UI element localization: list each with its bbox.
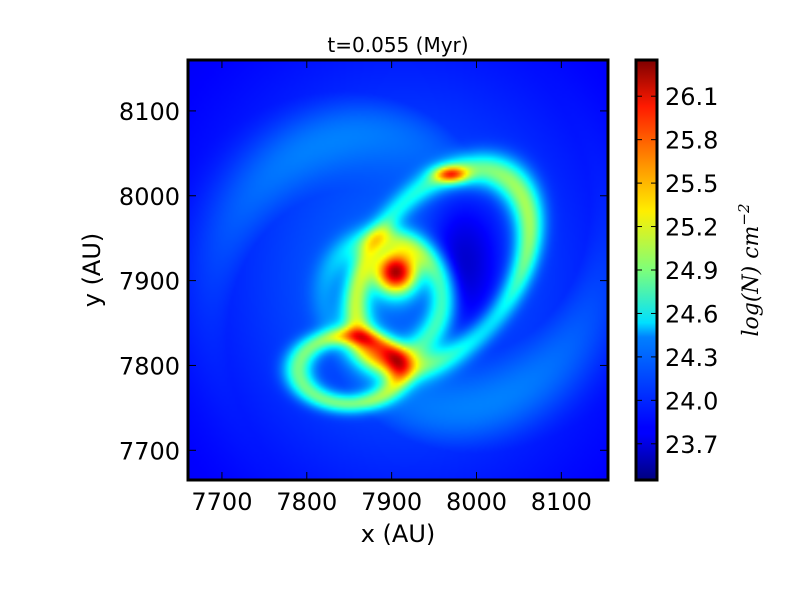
y-tick-label: 7800 [119,352,180,380]
colorbar-tick-label: 24.9 [665,257,718,285]
x-tick-label: 7800 [276,488,337,516]
colorbar-tick-label: 25.8 [665,127,718,155]
x-tick-label: 8100 [531,488,592,516]
x-axis-label: x (AU) [361,520,436,548]
y-tick-label: 8100 [119,98,180,126]
y-axis-label: y (AU) [78,233,106,308]
colorbar-tick-label: 24.3 [665,344,718,372]
y-axis: 7700 7800 7900 8000 8100 [119,98,608,465]
colorbar-label-base: log(N) cm [739,226,764,337]
plot-frame [186,58,610,482]
y-tick-label: 7700 [119,437,180,465]
colorbar-ticks: 23.7 24.0 24.3 24.6 24.9 25.2 25.5 25.8 26.1 [636,83,718,459]
colorbar-label-exponent: −2 [735,203,753,225]
colorbar-tick-label: 24.0 [665,387,718,415]
y-tick-label: 7900 [119,268,180,296]
colorbar-label: log(N) cm−2 [735,203,764,336]
heatmap-image [188,60,608,480]
y-tick-label: 8000 [119,183,180,211]
colorbar-tick-label: 26.1 [665,83,718,111]
colorbar-tick-label: 24.6 [665,300,718,328]
colorbar-gradient [636,60,657,480]
x-tick-label: 8000 [446,488,507,516]
x-axis: 7700 7800 7900 8000 8100 [191,60,592,516]
colorbar-tick-label: 25.2 [665,214,718,242]
colorbar-tick-label: 23.7 [665,431,718,459]
colorbar-tick-label: 25.5 [665,170,718,198]
chart-title: t=0.055 (Myr) [327,33,468,57]
x-tick-label: 7900 [361,488,422,516]
colorbar: 23.7 24.0 24.3 24.6 24.9 25.2 25.5 25.8 26.1 log… [634,58,764,482]
heatmap-plot [186,58,610,482]
x-tick-label: 7700 [191,488,252,516]
